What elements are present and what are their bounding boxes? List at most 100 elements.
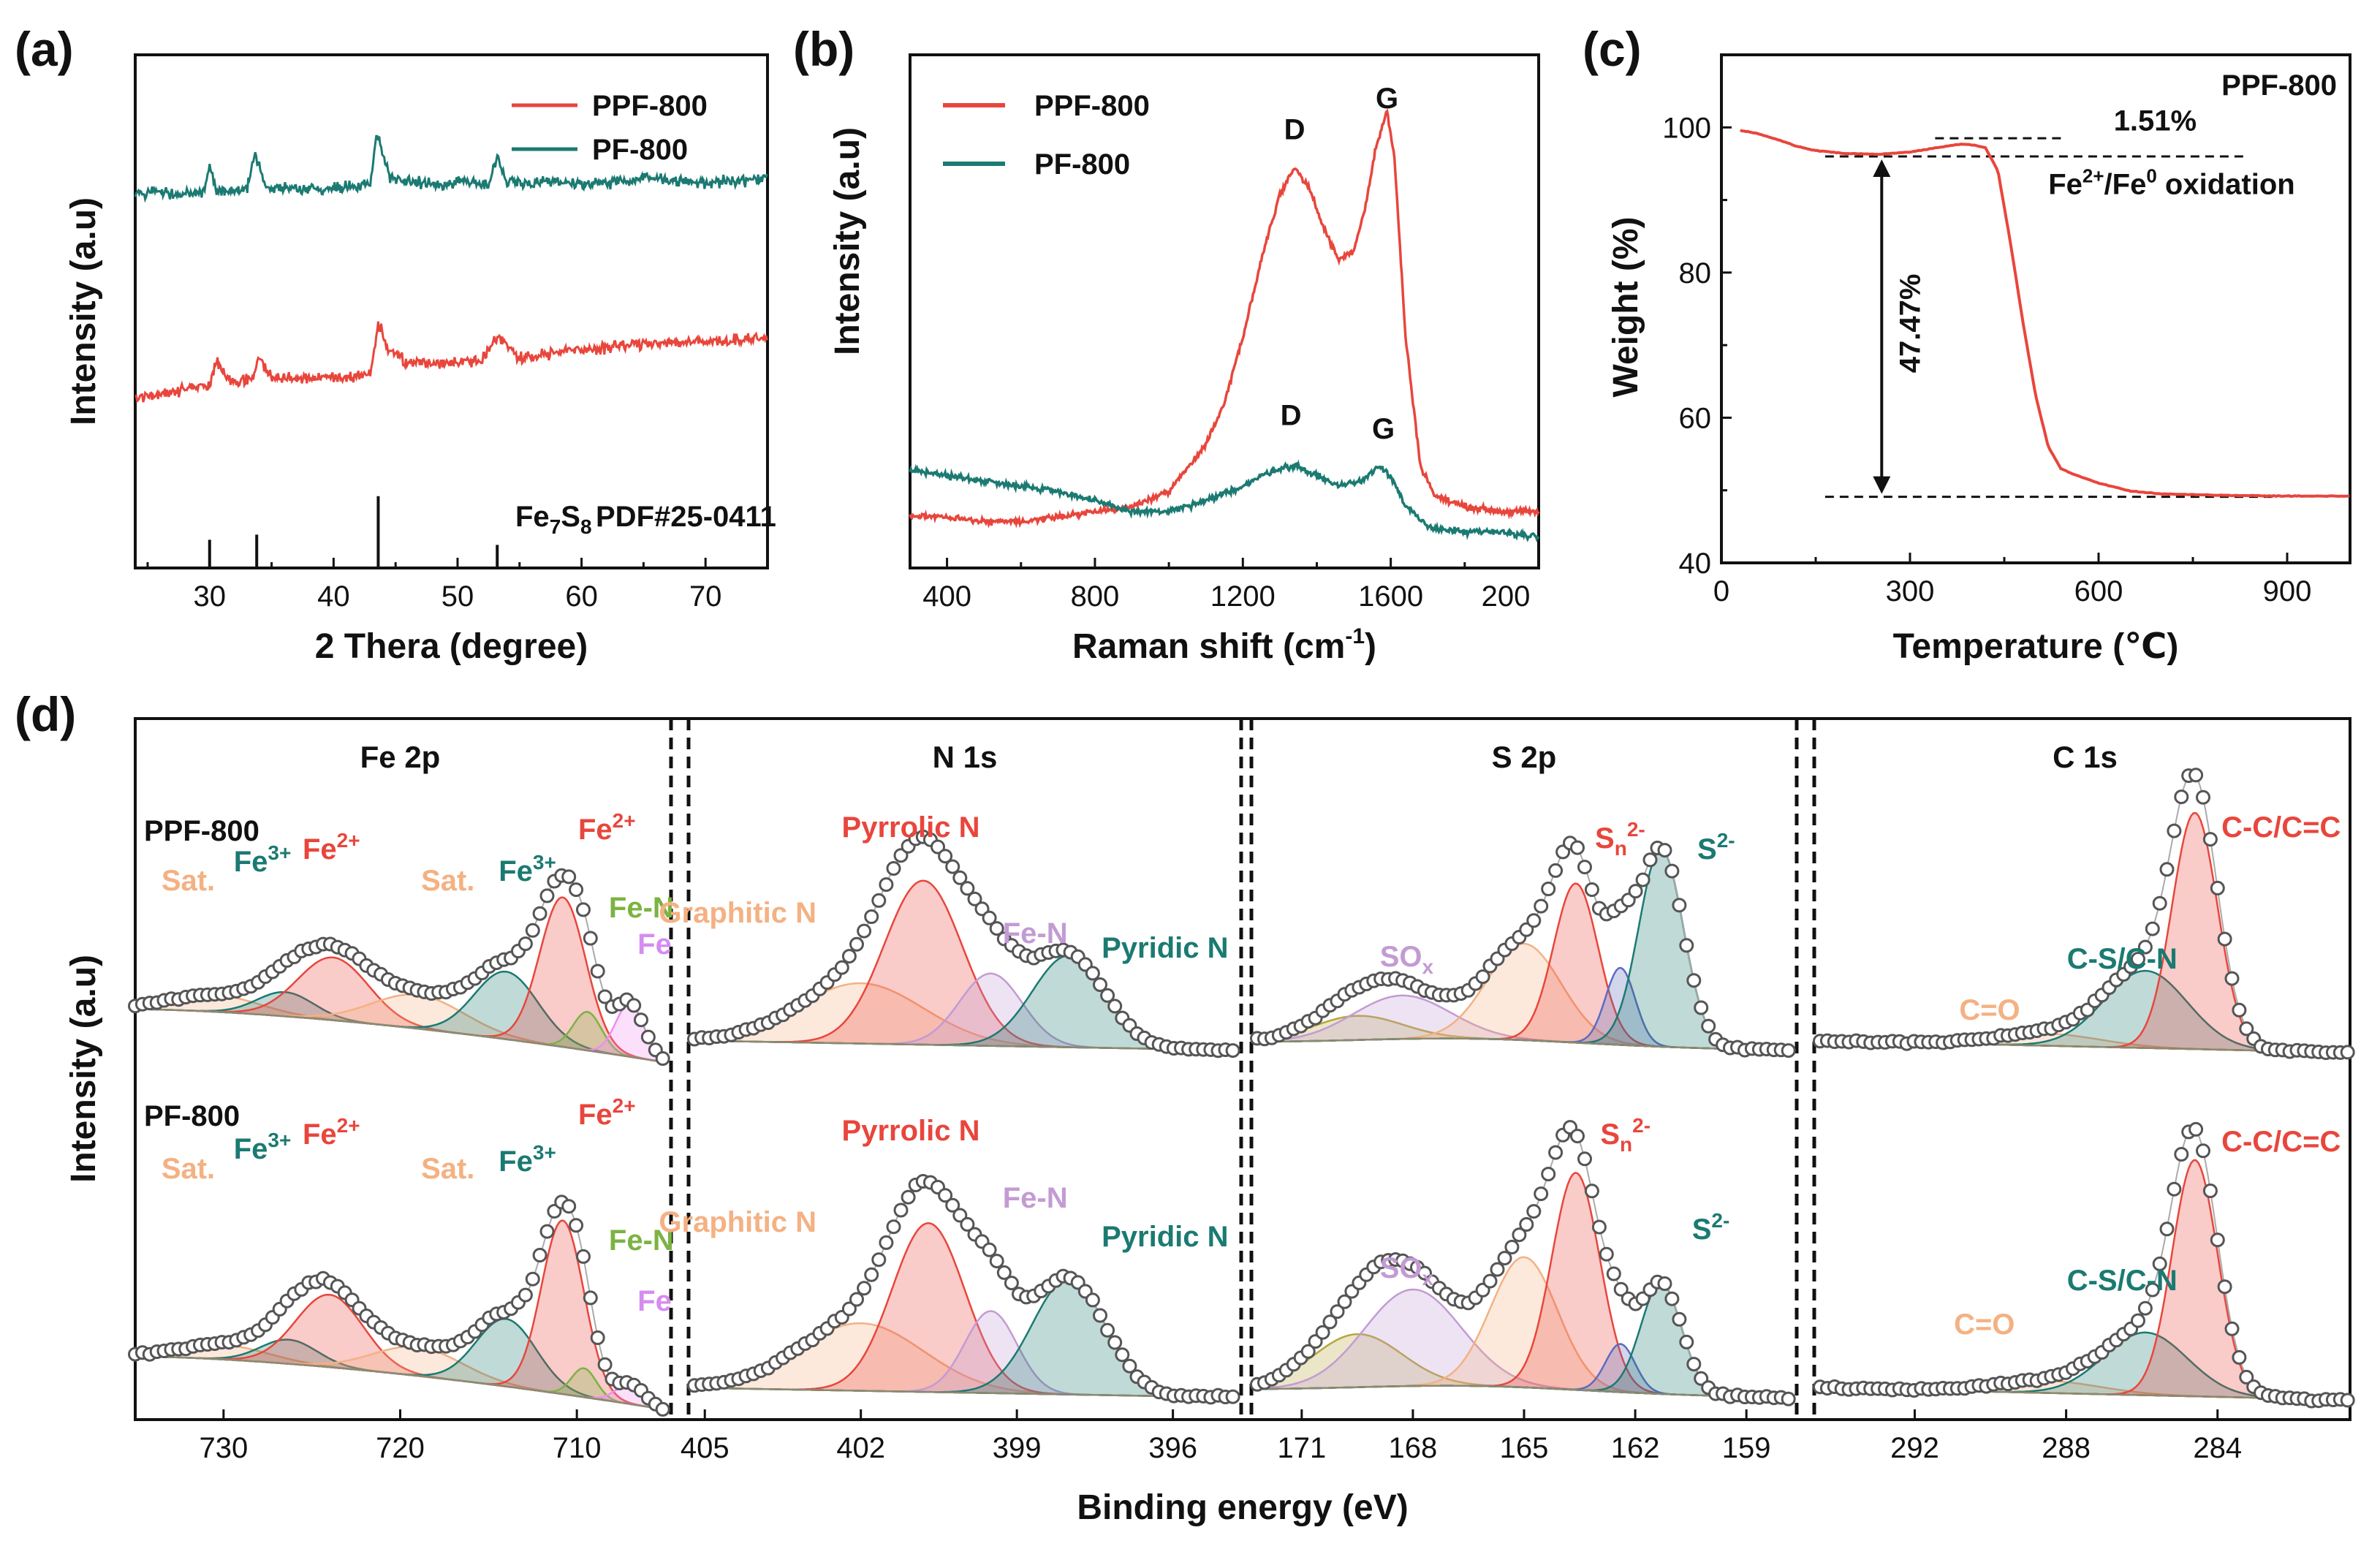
data-point [886,861,901,876]
data-point [1781,1391,1796,1406]
label-main: Sat. [162,1153,215,1185]
peak-label-C-S/C-N: C-S/C-N [2067,1265,2178,1297]
peak-label-C-S/C-N: C-S/C-N [2067,943,2178,975]
data-point [982,1242,997,1257]
data-point [931,839,945,855]
data-point [655,1401,670,1417]
reference-label: Fe7S8 [515,501,592,538]
peak-label-Sat.: Sat. [421,865,474,897]
label-main: Pyrrolic N [842,811,980,844]
data-point [1781,1043,1796,1058]
data-point [583,931,598,946]
peak-label-Fe2+: Fe2+ [303,1114,360,1151]
peak-label-Fe3+: Fe3+ [234,841,292,878]
data-point [1093,977,1107,992]
arrow-head-down [1873,476,1891,494]
label-main: Fe [637,928,672,961]
label-sup: 2+ [337,829,360,852]
data-point [2152,895,2167,911]
peak-label-G: G [1376,83,1398,115]
label-main: S [1697,833,1717,866]
data-point [893,1203,909,1218]
subpanel-title: Fe 2p [360,740,441,774]
data-point [2159,1222,2175,1237]
x-title-main: Raman shift (cm [1072,627,1345,666]
x-tick-label: 399 [993,1432,1042,1464]
data-point [1100,1322,1115,1338]
y-axis-title: Intensity (a.u) [64,955,103,1183]
peak-label-Sat.: Sat. [421,1153,474,1185]
peak-label-Graphitic N: Graphitic N [659,897,816,929]
data-point [1115,1347,1130,1363]
ox-sup-0: 0 [2146,165,2156,187]
data-point [1315,1325,1330,1340]
label-main: Fe-N [609,892,674,924]
label-main: C-C/C=C [2221,1126,2341,1158]
label-main: S [1600,1118,1620,1151]
data-point [597,989,613,1004]
x-tick-label: 159 [1722,1432,1771,1464]
label-main: Graphitic N [659,1206,816,1238]
background-line [1257,1385,1791,1398]
panel-label-d: (d) [15,687,76,741]
annotation-47.47: 47.47% [1895,274,1927,374]
data-point [2174,789,2189,805]
data-point [525,1271,540,1287]
label-main: Sat. [421,1153,474,1185]
label-main: SO [1380,1252,1422,1284]
peak-label-Fe-N: Fe-N [609,1224,674,1257]
x-tick-label: 70 [689,580,722,613]
background-line [1257,1037,1791,1051]
x-title-end: ) [1365,627,1376,666]
panel-a: 30 40 50 60 70 2 Thera (degree) Intensity (a.u… [64,53,776,666]
peak-label-C=O: C=O [1954,1308,2015,1341]
label-main: Fe-N [609,1224,674,1257]
data-point [2145,1282,2160,1298]
x-tick-label: 165 [1500,1432,1549,1464]
peak-label-Pyridic N: Pyridic N [1102,932,1228,964]
series-line-PPF-800 [909,108,1540,529]
data-point [539,1224,555,1239]
subpanel-title: N 1s [933,740,998,774]
data-point [1591,1219,1607,1235]
data-point [576,902,591,917]
data-point [2217,931,2232,947]
ox-fe0: /Fe [2104,169,2147,201]
data-point [2196,1143,2210,1159]
data-point [2196,789,2210,805]
data-point [1526,1204,1542,1219]
label-main: Fe [234,846,268,878]
data-point [2202,1183,2218,1198]
x-tick-label: 162 [1611,1432,1660,1464]
label-sub: n [1620,1133,1632,1156]
data-point [1664,863,1680,879]
peak-label-Fe-N: Fe-N [1003,1182,1068,1214]
data-point [960,1216,975,1232]
label-sub: n [1615,837,1627,860]
x-tick-label: 60 [565,580,598,613]
data-point [945,1197,960,1213]
data-point [2217,1279,2232,1295]
plot-frame [134,53,769,569]
data-point [2224,971,2240,986]
ox-rest: oxidation [2157,169,2295,201]
data-point [864,1267,879,1282]
series-line-PF-800 [909,459,1540,542]
data-point [539,888,555,904]
data-point [2340,1045,2355,1060]
subpanel-title: C 1s [2053,740,2118,774]
peak-label-Fe2+: Fe2+ [578,1094,636,1131]
label-main: SO [1380,941,1422,973]
x-tick-label: 720 [376,1432,425,1464]
legend-label-PF-800: PF-800 [1034,148,1130,181]
sample-label-top: PPF-800 [144,815,259,847]
label-main: C-S/C-N [2067,1265,2178,1297]
label-main: Sat. [162,865,215,897]
legend-label-PPF-800: PPF-800 [1034,90,1150,122]
data-point [871,1252,887,1268]
label-sup: 2- [1627,818,1645,841]
data-point [2210,1232,2225,1248]
data-point [1657,843,1672,858]
data-point [1497,1251,1512,1266]
peak-label-Sn2-: Sn2- [1600,1114,1651,1156]
